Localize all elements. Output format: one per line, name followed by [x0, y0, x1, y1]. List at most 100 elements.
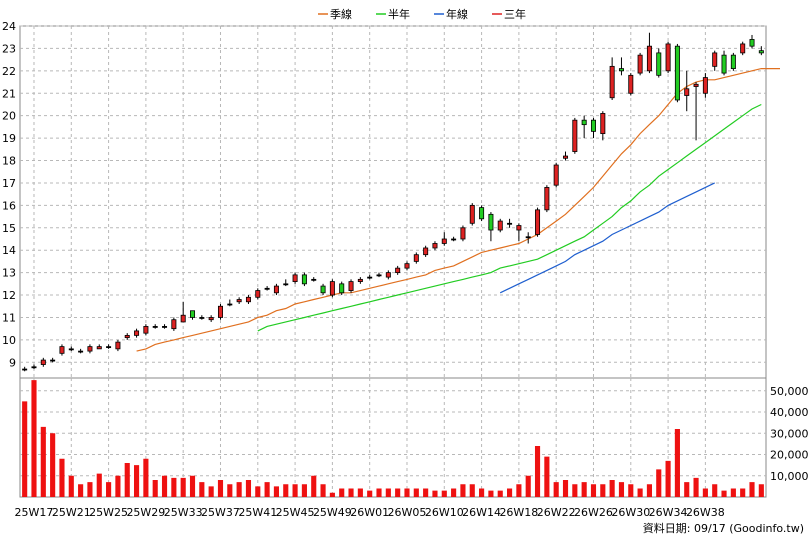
candle — [749, 34, 755, 49]
candle-body — [348, 281, 354, 291]
volume-bar — [283, 484, 289, 497]
legend: 季線 半年 年線 三年 — [318, 7, 526, 21]
candle-body — [134, 330, 140, 336]
candle — [199, 315, 205, 320]
x-tick-label: 25W49 — [313, 506, 352, 519]
candle — [516, 223, 522, 242]
x-tick-label: 25W21 — [52, 506, 91, 519]
volume-bar — [590, 484, 597, 497]
candle — [665, 41, 671, 74]
x-tick-label: 26W14 — [462, 506, 501, 519]
volume-bar — [217, 480, 224, 497]
volume-tick-label: 30,000 — [770, 427, 808, 440]
volume-bar — [665, 460, 671, 497]
candle — [544, 185, 550, 213]
volume-bar — [320, 484, 326, 497]
volume-bar — [227, 484, 233, 497]
candle — [497, 218, 503, 233]
candle-body — [376, 274, 382, 277]
candle-body — [171, 319, 177, 330]
candle — [432, 241, 438, 251]
candle-body — [31, 366, 37, 369]
candle-body — [721, 54, 727, 74]
candle-body — [618, 68, 624, 72]
candle — [115, 339, 121, 352]
volume-bar — [50, 433, 56, 497]
x-tick-label: 25W37 — [201, 506, 240, 519]
candle — [283, 279, 289, 287]
volume-bar — [357, 488, 363, 497]
volume-bar — [534, 446, 541, 497]
candle-body — [516, 225, 522, 231]
volume-bar — [68, 475, 74, 497]
price-tick-label: 10 — [2, 334, 16, 347]
volume-bar — [208, 486, 214, 497]
candle — [628, 73, 634, 96]
candle-body — [488, 213, 494, 231]
candle — [460, 225, 466, 242]
volume-bar — [59, 458, 65, 497]
candle — [609, 57, 615, 100]
candle — [50, 357, 56, 363]
candle-body — [404, 263, 410, 269]
candle — [684, 70, 690, 112]
candle-body — [245, 296, 251, 303]
volume-bar — [646, 484, 653, 497]
candle — [413, 252, 419, 264]
candle-body — [385, 272, 391, 278]
volume-bar — [469, 484, 475, 497]
candle-body — [395, 267, 401, 274]
candle-body — [329, 281, 335, 296]
volume-bar — [115, 475, 121, 497]
volume-bar — [712, 484, 718, 497]
volume-bar — [199, 482, 205, 497]
volume-bar — [161, 475, 168, 497]
candle-body — [236, 299, 242, 303]
candle — [693, 82, 699, 141]
ma-quarter-line — [136, 67, 780, 352]
x-tick-label: 26W30 — [611, 506, 650, 519]
price-tick-label: 23 — [2, 42, 16, 55]
volume-bar — [432, 490, 438, 497]
candle-body — [180, 314, 186, 323]
candle-body — [451, 238, 457, 241]
volume-bar — [264, 482, 270, 497]
volume-tick-label: 40,000 — [770, 406, 808, 419]
candle — [674, 43, 680, 103]
x-tick-label: 26W34 — [649, 506, 688, 519]
candle — [292, 272, 298, 284]
price-tick-label: 19 — [2, 132, 16, 145]
volume-bar — [581, 482, 587, 497]
volume-bars — [22, 380, 764, 497]
candle-body — [609, 65, 615, 99]
candle-body — [740, 43, 746, 54]
volume-bar — [292, 484, 298, 497]
x-tick-label: 26W10 — [425, 506, 464, 519]
candle — [553, 162, 559, 188]
candle-body — [646, 45, 652, 72]
volume-bar — [273, 486, 280, 497]
volume-bar — [87, 482, 93, 497]
candle — [637, 52, 643, 76]
candle-body — [628, 74, 634, 94]
candle — [451, 236, 457, 242]
candle — [152, 324, 158, 329]
candle — [535, 207, 541, 237]
volume-bar — [236, 482, 242, 497]
candle-body — [162, 326, 168, 328]
volume-bar — [600, 484, 606, 497]
volume-bar — [740, 488, 746, 497]
candle — [348, 279, 354, 293]
candle-body — [106, 346, 112, 349]
candle-body — [479, 207, 485, 220]
candle — [376, 272, 382, 278]
volume-bar — [721, 490, 727, 497]
x-tick-label: 26W22 — [537, 506, 576, 519]
legend-label-1: 季線 — [330, 7, 352, 21]
candle-body — [311, 278, 317, 281]
candle-body — [572, 119, 578, 152]
volume-tick-label: 20,000 — [770, 449, 808, 462]
volume-bar — [348, 488, 354, 497]
